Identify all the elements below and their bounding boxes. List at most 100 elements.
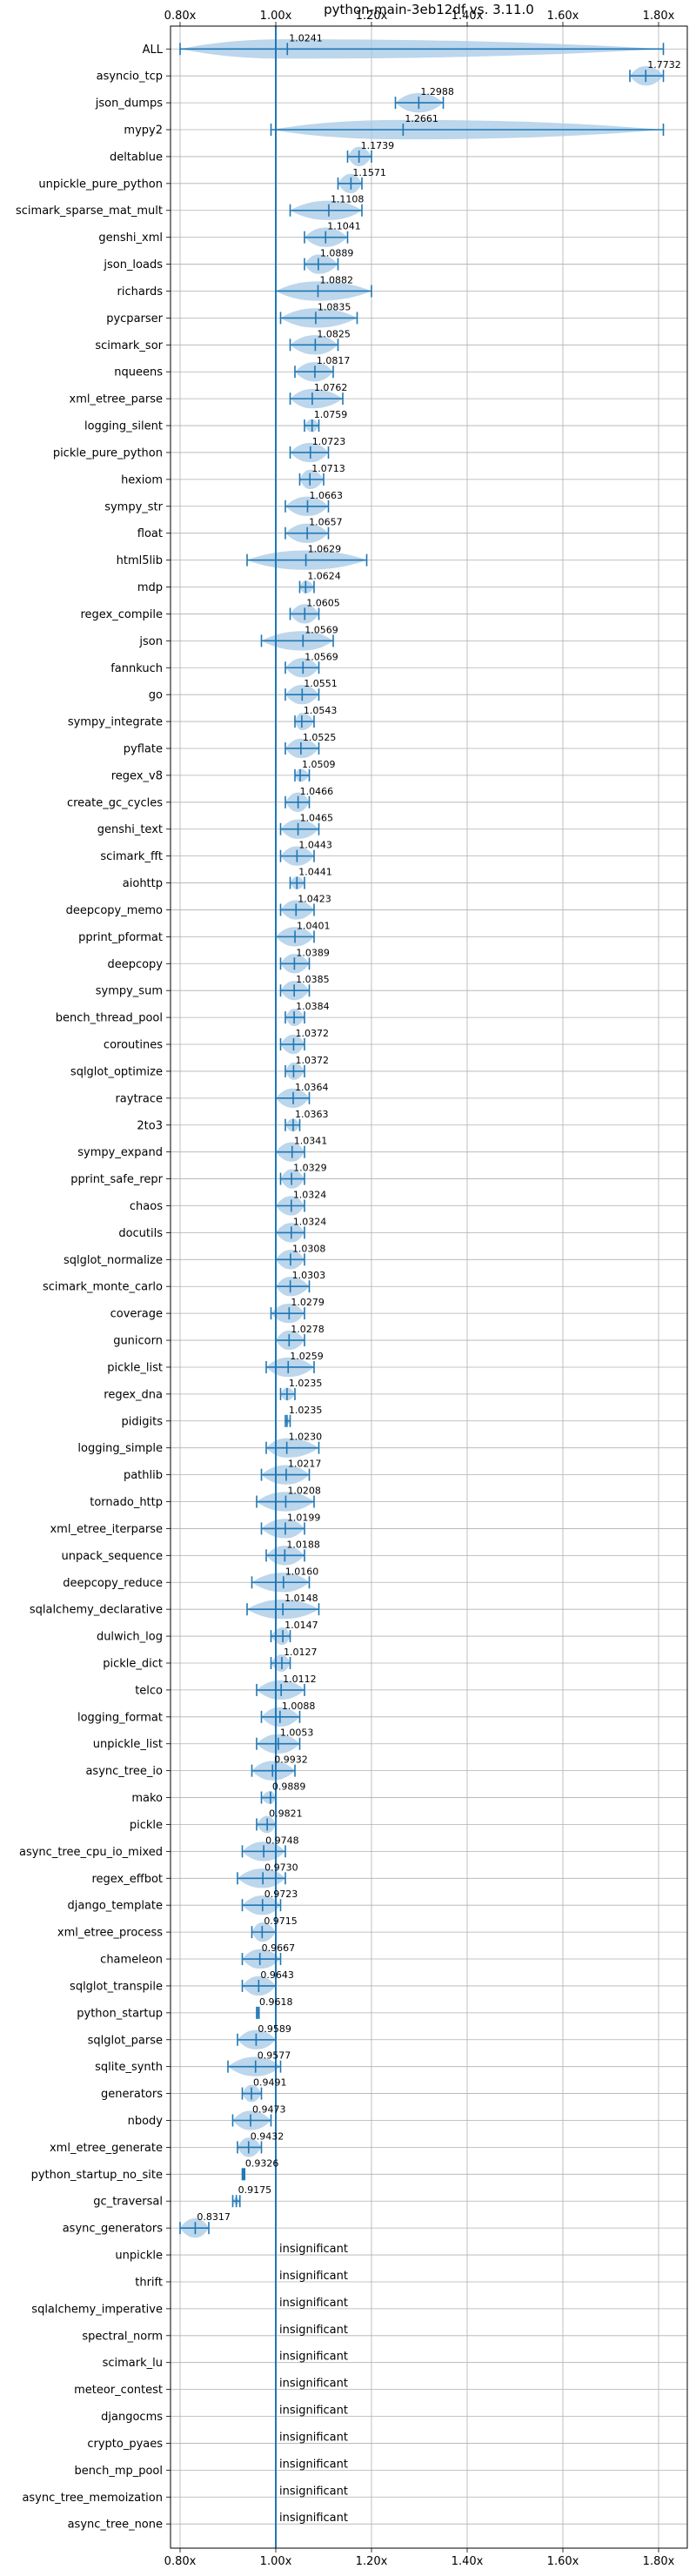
mean-value-label: 1.7732: [647, 59, 681, 70]
mean-value-label: 1.0160: [285, 1566, 319, 1577]
category-label: go: [149, 689, 163, 702]
mean-value-label: 0.9715: [264, 1915, 298, 1927]
category-label: telco: [135, 1684, 163, 1697]
category-label: coroutines: [104, 1039, 163, 1052]
plot-frame: [170, 25, 688, 2549]
mean-value-label: 1.0551: [304, 678, 338, 689]
insignificant-label: insignificant: [279, 2405, 348, 2418]
category-label: xml_etree_iterparse: [50, 1523, 163, 1536]
category-label: async_generators: [63, 2223, 164, 2236]
mean-value-label: 1.0762: [314, 382, 348, 393]
category-label: unpickle_pure_python: [38, 178, 163, 191]
mean-value-label: 1.0569: [304, 624, 338, 635]
mean-value-label: 1.0384: [296, 1001, 330, 1012]
mean-value-label: 1.0543: [304, 705, 338, 716]
axes: 0.80x 0.80x 1.00x 1.00x 1.20x 1.20x 1.40x 1.40x…: [16, 10, 688, 2568]
category-label: gunicorn: [113, 1335, 163, 1348]
mean-value-label: 1.0278: [291, 1324, 325, 1335]
category-label: deepcopy_reduce: [63, 1577, 163, 1590]
category-label: djangocms: [101, 2411, 163, 2424]
insignificant-label: insignificant: [279, 2243, 348, 2256]
mean-value-label: 1.0423: [298, 893, 331, 904]
category-label: async_tree_memoization: [22, 2492, 163, 2505]
category-label: aiohttp: [123, 877, 163, 890]
mean-value-label: 0.9577: [258, 2050, 291, 2062]
insignificant-label: insignificant: [279, 2485, 348, 2498]
category-label: scimark_sor: [95, 339, 163, 352]
mean-value-label: 1.0441: [298, 867, 332, 878]
category-label: pickle_pure_python: [53, 446, 163, 460]
mean-value-label: 1.0088: [282, 1701, 316, 1712]
category-label: regex_effbot: [91, 1873, 163, 1886]
mean-value-label: 1.0466: [300, 786, 334, 797]
mean-value-label: 1.0363: [295, 1109, 329, 1120]
category-label: sympy_str: [104, 500, 163, 513]
category-label: regex_v8: [111, 769, 163, 782]
category-label: coverage: [110, 1308, 163, 1321]
category-label: pidigits: [122, 1415, 164, 1428]
mean-value-label: 1.0372: [295, 1028, 329, 1039]
mean-value-label: 1.0569: [304, 651, 338, 662]
mean-value-label: 0.9326: [245, 2157, 279, 2169]
mean-value-label: 1.0389: [296, 947, 330, 958]
category-label: async_tree_cpu_io_mixed: [19, 1846, 163, 1859]
mean-value-label: 1.0663: [309, 490, 343, 501]
mean-value-label: 1.0199: [287, 1512, 321, 1523]
mean-value-label: 1.0112: [283, 1674, 317, 1685]
category-label: generators: [101, 2088, 163, 2101]
insignificant-label: insignificant: [279, 2351, 348, 2364]
mean-value-label: 1.0217: [288, 1459, 322, 1470]
mean-value-label: 1.0385: [296, 974, 330, 985]
mean-value-label: 1.0259: [290, 1351, 324, 1362]
category-label: sympy_integrate: [68, 716, 163, 729]
insignificant-label: insignificant: [279, 2512, 348, 2525]
category-label: logging_silent: [84, 420, 163, 433]
mean-value-label: 1.0372: [295, 1055, 329, 1066]
category-label: sqlalchemy_declarative: [30, 1604, 163, 1617]
category-label: scimark_monte_carlo: [43, 1281, 163, 1294]
x-tick-label-bottom: 1.60x: [547, 2555, 579, 2568]
mean-value-label: 1.0889: [320, 248, 354, 259]
category-label: tornado_http: [90, 1496, 163, 1509]
insignificant-label: insignificant: [279, 2458, 348, 2471]
mean-value-label: 1.0308: [292, 1243, 326, 1254]
category-label: sympy_sum: [96, 985, 163, 998]
mean-value-label: 0.9748: [265, 1835, 299, 1846]
mean-value-label: 0.9667: [262, 1942, 296, 1954]
mean-value-label: 1.2661: [405, 113, 438, 124]
category-label: genshi_xml: [98, 231, 163, 245]
insignificant-label: insignificant: [279, 2324, 348, 2337]
mean-value-label: 1.0303: [292, 1270, 326, 1281]
mean-value-label: 1.0723: [312, 436, 346, 447]
category-label: crypto_pyaes: [87, 2438, 163, 2451]
mean-value-label: 1.0341: [294, 1136, 328, 1147]
mean-value-label: 1.0657: [309, 517, 343, 528]
mean-value-label: 1.0835: [318, 301, 351, 312]
mean-value-label: 1.0759: [314, 409, 348, 420]
category-label: json_loads: [103, 258, 163, 272]
mean-value-label: 1.0624: [307, 571, 341, 582]
insignificant-label: insignificant: [279, 2270, 348, 2283]
category-label: unpack_sequence: [61, 1550, 163, 1563]
x-tick-label-bottom: 0.80x: [164, 2555, 197, 2568]
mean-value-label: 1.1739: [361, 140, 395, 151]
category-label: create_gc_cycles: [67, 796, 163, 809]
category-label: dulwich_log: [97, 1631, 163, 1644]
category-label: spectral_norm: [82, 2330, 163, 2343]
category-label: async_tree_none: [68, 2519, 163, 2532]
category-label: sqlglot_parse: [88, 2034, 163, 2047]
category-label: deepcopy: [107, 958, 163, 971]
category-label: scimark_fft: [100, 850, 163, 863]
mean-value-label: 0.9889: [272, 1781, 306, 1793]
mean-value-label: 1.1571: [352, 167, 386, 178]
category-label: chaos: [130, 1200, 163, 1213]
mean-value-label: 1.0148: [284, 1593, 318, 1604]
category-label: float: [137, 527, 163, 540]
mean-value-label: 1.0324: [293, 1189, 327, 1200]
category-label: xml_etree_generate: [50, 2142, 163, 2155]
category-label: sqlite_synth: [95, 2061, 163, 2074]
category-label: unpickle: [115, 2250, 163, 2263]
category-label: json: [138, 635, 163, 648]
violins: [179, 26, 665, 2548]
mean-value-label: 1.0127: [284, 1647, 318, 1658]
